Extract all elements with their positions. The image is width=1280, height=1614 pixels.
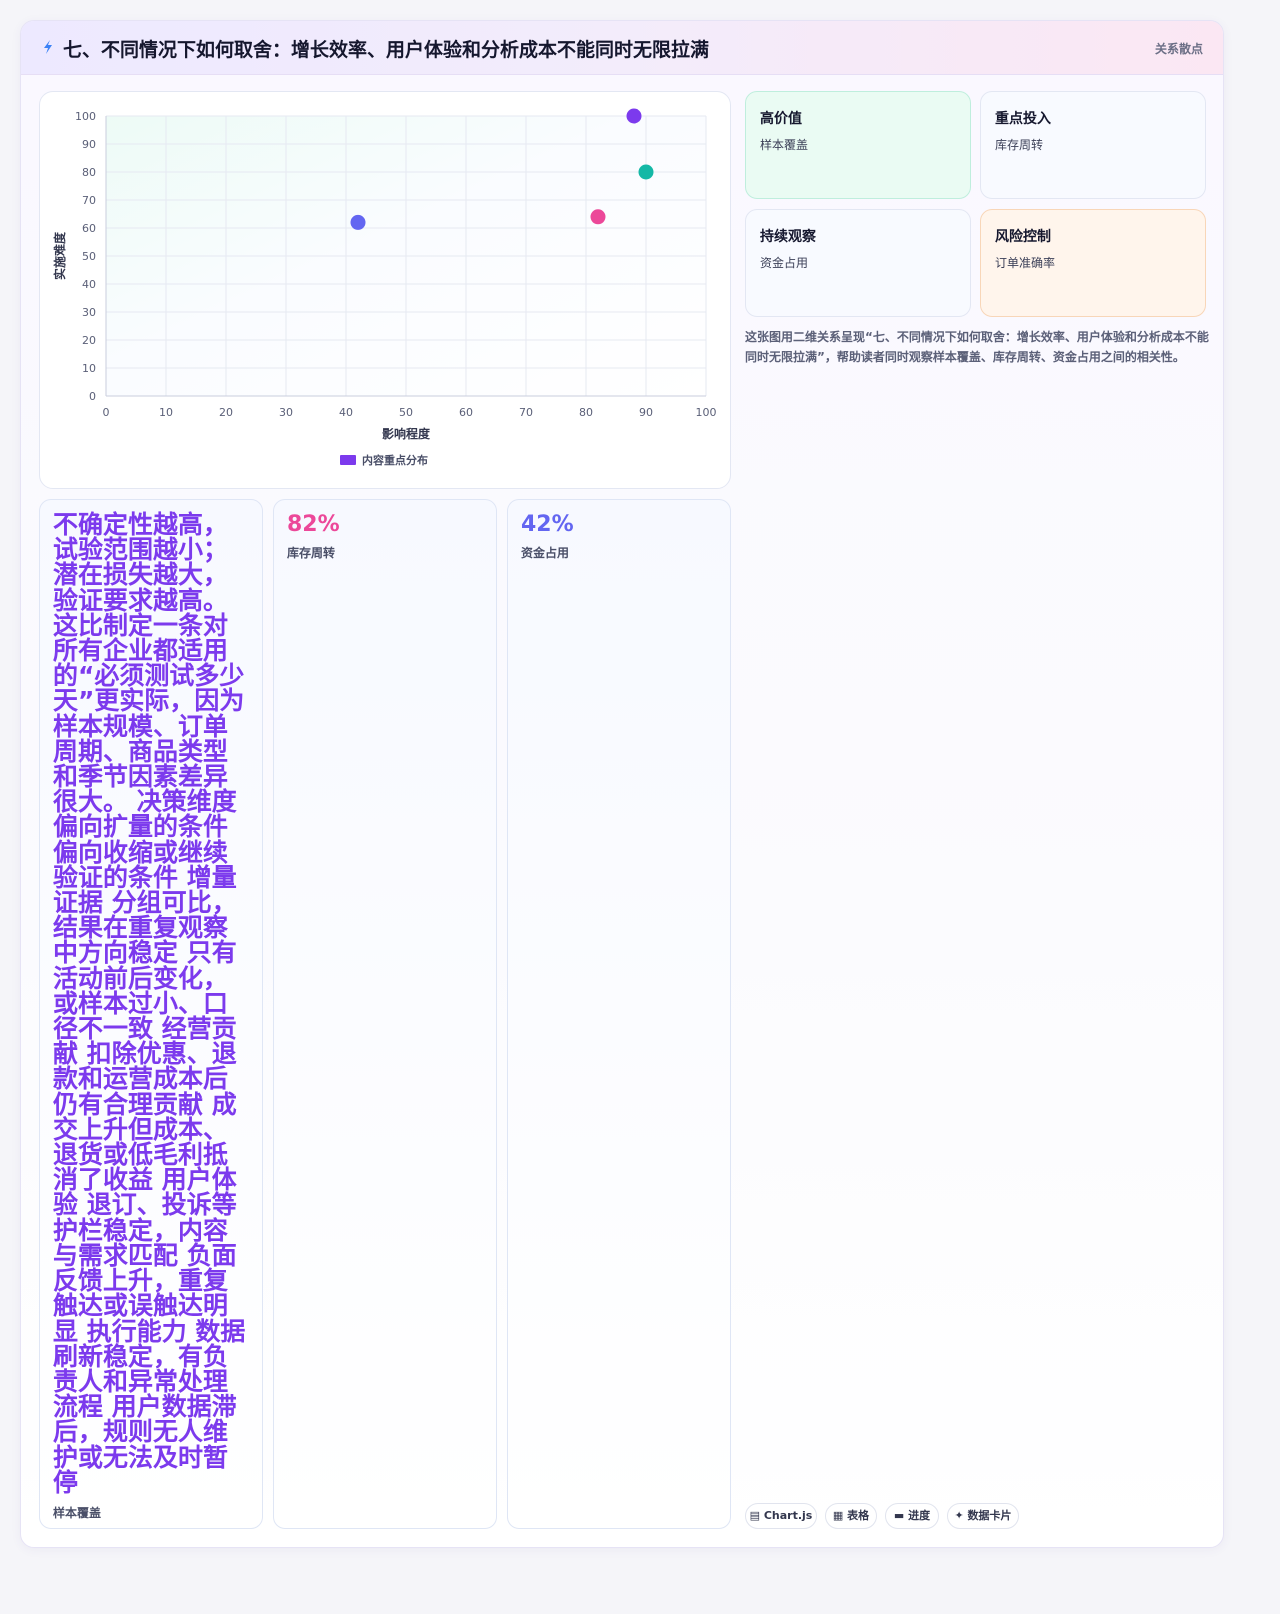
- legend-swatch: [340, 455, 356, 465]
- scatter-point[interactable]: [626, 108, 642, 124]
- scatter-chart-panel: 0 10 20 30 40 50 60 70 80 90 100 0 10 20 30 40 50 60 70 80 9…: [39, 91, 731, 489]
- x-tick-label: 70: [519, 406, 533, 419]
- stat-card-value: 82%: [287, 512, 340, 537]
- x-axis-label: 影响程度: [382, 426, 431, 441]
- quadrant-title: 高价值: [760, 111, 802, 127]
- x-tick-label: 60: [459, 406, 473, 419]
- quadrant-title: 持续观察: [760, 229, 816, 245]
- quadrant-title: 重点投入: [995, 111, 1051, 127]
- legend[interactable]: 内容重点分布: [340, 453, 428, 467]
- quadrant-metric: 库存周转: [995, 138, 1044, 152]
- quadrant-title: 风险控制: [995, 229, 1051, 245]
- quadrant-risk-control: 风险控制 订单准确率: [980, 209, 1206, 317]
- section-header: 七、不同情况下如何取舍：增长效率、用户体验和分析成本不能同时无限拉满 关系散点: [21, 21, 1223, 75]
- y-tick-label: 100: [75, 110, 96, 123]
- tag-data-card[interactable]: ✦ 数据卡片: [947, 1503, 1019, 1529]
- stat-card-body: 不确定性越高，试验范围越小；潜在损失越大，验证要求越高。这比制定一条对所有企业都…: [53, 510, 246, 1497]
- quadrant-keep-observing: 持续观察 资金占用: [745, 209, 971, 317]
- legend-label: 内容重点分布: [362, 453, 428, 467]
- stat-card-label: 资金占用: [521, 546, 570, 560]
- stat-card-label: 样本覆盖: [53, 1506, 102, 1520]
- scatter-point[interactable]: [350, 214, 366, 230]
- grid: [105, 115, 707, 397]
- stat-card-text: 不确定性越高，试验范围越小；潜在损失越大，验证要求越高。这比制定一条对所有企业都…: [39, 499, 263, 1529]
- quadrant-metric: 订单准确率: [995, 256, 1056, 270]
- stat-card-capital: 42% 资金占用: [507, 499, 731, 1529]
- quadrant-metric: 资金占用: [760, 256, 809, 270]
- stat-card-value: 42%: [521, 512, 574, 537]
- tag-progress[interactable]: ▬ 进度: [885, 1503, 939, 1529]
- y-tick-label: 60: [82, 222, 96, 235]
- x-tick-label: 90: [639, 406, 653, 419]
- tick-labels: 0 10 20 30 40 50 60 70 80 90 100 0 10 20 30 40 50 60 70 80 9…: [75, 110, 717, 419]
- y-tick-label: 10: [82, 362, 96, 375]
- y-tick-label: 70: [82, 194, 96, 207]
- x-tick-label: 80: [579, 406, 593, 419]
- y-tick-label: 40: [82, 278, 96, 291]
- x-tick-label: 40: [339, 406, 353, 419]
- quadrant-metric: 样本覆盖: [760, 138, 809, 152]
- y-tick-label: 30: [82, 306, 96, 319]
- y-tick-label: 0: [89, 390, 96, 403]
- x-tick-label: 100: [696, 406, 717, 419]
- quadrant-high-value: 高价值 样本覆盖: [745, 91, 971, 199]
- scatter-chart: 0 10 20 30 40 50 60 70 80 90 100 0 10 20 30 40 50 60 70 80 9…: [52, 108, 717, 467]
- lightning-icon: [44, 40, 52, 54]
- data-points: [350, 108, 654, 230]
- chart-description: 这张图用二维关系呈现“七、不同情况下如何取舍：增长效率、用户体验和分析成本不能同…: [745, 330, 1209, 364]
- y-tick-label: 90: [82, 138, 96, 151]
- scatter-point[interactable]: [590, 209, 606, 225]
- x-tick-label: 20: [219, 406, 233, 419]
- x-tick-label: 10: [159, 406, 173, 419]
- chart-type-tag: 关系散点: [1154, 42, 1203, 56]
- stat-card-inventory: 82% 库存周转: [273, 499, 497, 1529]
- y-tick-label: 80: [82, 166, 96, 179]
- y-axis-label: 实施难度: [52, 231, 67, 280]
- stat-card-label: 库存周转: [287, 546, 336, 560]
- section-title: 七、不同情况下如何取舍：增长效率、用户体验和分析成本不能同时无限拉满: [63, 39, 710, 61]
- scatter-point[interactable]: [638, 164, 654, 180]
- x-tick-label: 30: [279, 406, 293, 419]
- main-card: 七、不同情况下如何取舍：增长效率、用户体验和分析成本不能同时无限拉满 关系散点 …: [20, 20, 1224, 1548]
- y-tick-label: 50: [82, 250, 96, 263]
- tag-chartjs[interactable]: ▤ Chart.js: [745, 1503, 817, 1529]
- quadrant-key-investment: 重点投入 库存周转: [980, 91, 1206, 199]
- x-tick-label: 0: [103, 406, 110, 419]
- x-tick-label: 50: [399, 406, 413, 419]
- tag-table[interactable]: ▦ 表格: [825, 1503, 877, 1529]
- y-tick-label: 20: [82, 334, 96, 347]
